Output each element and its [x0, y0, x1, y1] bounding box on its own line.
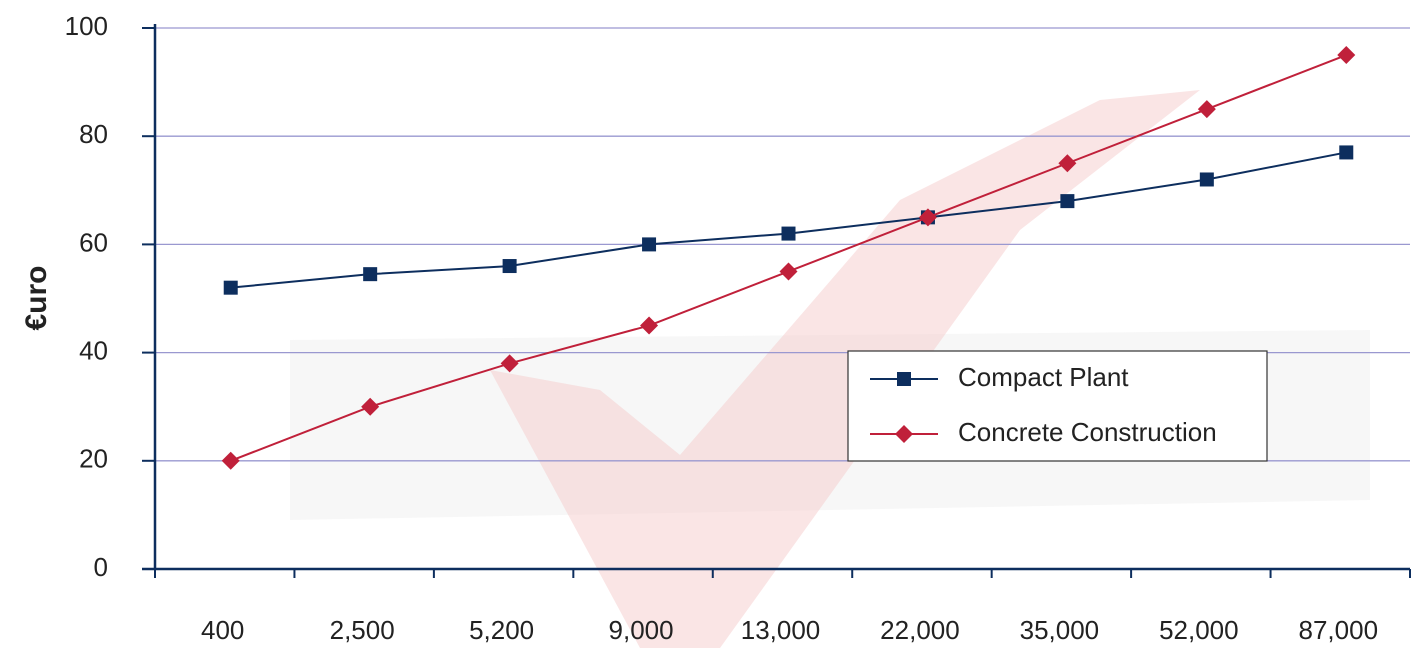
- x-tick-label: 13,000: [741, 615, 821, 645]
- x-tick-label: 5,200: [469, 615, 534, 645]
- marker: [502, 259, 517, 274]
- marker: [363, 267, 378, 282]
- x-tick-label: 87,000: [1299, 615, 1379, 645]
- x-tick-label: 35,000: [1020, 615, 1100, 645]
- marker: [779, 262, 798, 281]
- marker: [1058, 154, 1077, 173]
- y-tick-label: 60: [79, 227, 108, 257]
- marker: [1199, 172, 1214, 187]
- y-tick-label: 80: [79, 119, 108, 149]
- y-tick-label: 0: [94, 552, 108, 582]
- marker: [918, 208, 937, 227]
- marker: [1337, 46, 1356, 65]
- x-tick-label: 400: [201, 615, 244, 645]
- marker: [897, 372, 911, 386]
- marker: [361, 397, 380, 416]
- x-tick-label: 2,500: [330, 615, 395, 645]
- marker: [895, 425, 913, 443]
- y-tick-label: 40: [79, 335, 108, 365]
- legend-label: Compact Plant: [958, 362, 1129, 392]
- marker: [642, 237, 657, 252]
- marker: [1339, 145, 1354, 160]
- y-tick-label: 100: [65, 11, 108, 41]
- marker: [781, 226, 796, 241]
- marker: [1197, 100, 1216, 119]
- marker: [221, 451, 240, 470]
- marker: [1060, 194, 1075, 209]
- y-tick-label: 20: [79, 444, 108, 474]
- legend-label: Concrete Construction: [958, 417, 1217, 447]
- x-tick-label: 9,000: [609, 615, 674, 645]
- watermark-check: [490, 90, 1200, 648]
- y-axis-title: €uro: [20, 265, 53, 330]
- x-tick-label: 22,000: [880, 615, 960, 645]
- x-tick-label: 52,000: [1159, 615, 1239, 645]
- legend-box: [847, 350, 1268, 462]
- marker: [223, 280, 238, 295]
- marker: [500, 354, 519, 373]
- marker: [640, 316, 659, 335]
